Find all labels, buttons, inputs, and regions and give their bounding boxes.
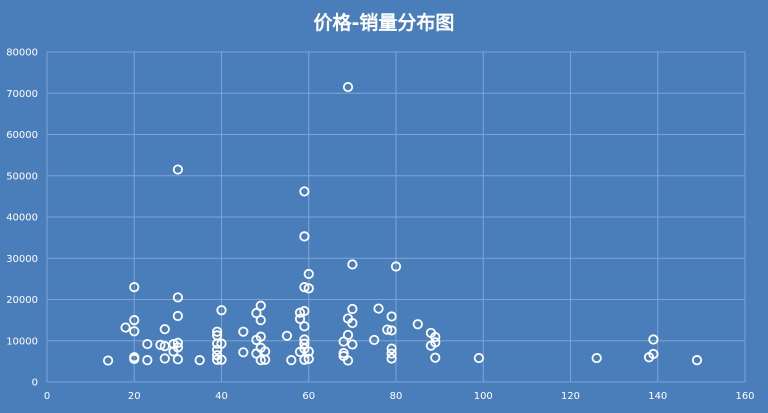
x-tick-label: 160 [735,391,754,402]
data-point [142,338,153,350]
data-point [212,326,223,337]
data-point [342,329,354,341]
data-point [386,311,397,322]
data-point [347,339,358,350]
data-point [390,261,402,272]
data-point [216,354,227,365]
x-tick-label: 140 [648,391,667,402]
data-point [238,347,249,358]
x-tick-label: 80 [390,391,403,402]
x-tick-label: 120 [561,391,580,402]
data-point [369,334,380,346]
data-point [216,305,227,316]
data-point [281,330,293,341]
data-point [299,231,310,242]
data-point [129,282,140,293]
data-point [102,355,114,366]
data-point [172,164,183,175]
data-point [255,300,266,311]
data-point [347,259,358,270]
data-point [299,186,310,197]
data-point [691,355,703,366]
data-point [159,324,170,335]
data-point [299,305,310,317]
data-point [155,339,166,350]
data-point [238,326,249,337]
y-tick-label: 70000 [6,89,38,100]
data-point [382,324,393,335]
data-point [129,326,140,337]
y-tick-label: 0 [32,378,38,389]
data-point [260,354,271,365]
data-point [648,334,659,345]
data-point [347,317,358,329]
data-point [386,353,397,364]
data-point [172,310,183,322]
y-tick-label: 80000 [6,48,38,59]
data-point [251,308,262,319]
data-point [342,81,354,93]
data-point [299,282,310,293]
data-point [373,303,384,314]
data-point [342,355,354,366]
y-tick-label: 20000 [6,295,38,306]
y-axis-tick-labels: 0 10000 20000 30000 40000 50000 60000 70000 8000… [6,48,38,389]
data-point [286,355,297,366]
y-tick-label: 40000 [6,213,38,224]
data-point [299,338,310,349]
data-point [212,338,223,349]
data-point [194,355,205,366]
data-point [255,355,266,366]
data-point [473,352,484,364]
data-point [303,268,314,280]
data-point [386,325,397,336]
data-point [255,315,266,326]
data-point [303,353,314,364]
x-tick-label: 100 [474,391,493,402]
data-point [386,343,397,354]
data-point [648,348,659,360]
y-tick-label: 60000 [6,130,38,141]
data-point [172,354,183,365]
data-point [303,346,314,357]
data-point [347,303,358,315]
x-tick-label: 60 [302,391,315,402]
data-points [102,81,703,366]
data-point [591,352,602,364]
x-tick-label: 40 [215,391,228,402]
data-point [172,337,183,348]
data-point [303,283,314,294]
data-point [255,331,266,342]
data-point [294,313,306,324]
data-point [216,338,227,349]
x-tick-label: 20 [128,391,141,402]
data-point [212,354,223,365]
data-point [412,319,423,330]
data-point [430,352,441,363]
data-point [172,292,183,303]
x-axis-tick-labels: 0 20 40 60 80 100 120 140 160 [44,391,755,402]
data-point [430,337,441,348]
data-point [430,331,441,343]
y-tick-label: 10000 [6,336,38,347]
data-point [299,321,310,332]
chart-title: 价格-销量分布图 [313,12,455,34]
x-tick-label: 0 [44,391,50,402]
data-point [299,354,310,365]
data-point [172,342,183,353]
y-tick-label: 30000 [6,254,38,265]
data-point [129,353,140,364]
data-point [129,315,140,326]
data-point [386,348,397,359]
data-point [159,353,170,364]
data-point [142,355,153,366]
data-point [120,322,131,333]
y-tick-label: 50000 [6,171,38,182]
